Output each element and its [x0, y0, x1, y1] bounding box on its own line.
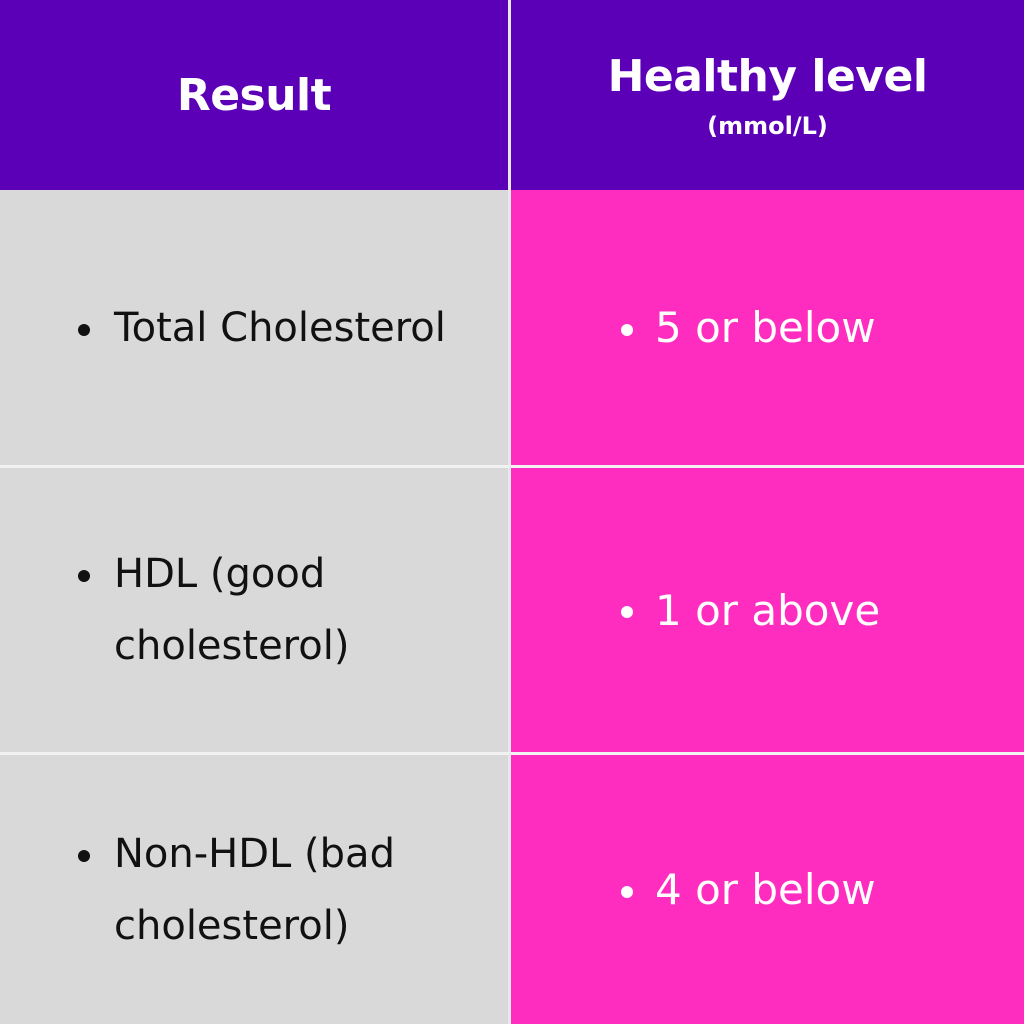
- level-cell-3: 4 or below: [511, 752, 1024, 1024]
- level-text-1: 5 or below: [655, 303, 876, 352]
- level-item-2: 1 or above: [621, 586, 880, 635]
- result-item-1: Total Cholesterol: [78, 292, 454, 364]
- result-item-3: Non-HDL (bad cholesterol): [78, 818, 454, 962]
- bullet-icon: [621, 323, 633, 336]
- result-text-2: HDL (good cholesterol): [114, 551, 350, 669]
- result-cell-3: Non-HDL (bad cholesterol): [0, 752, 511, 1024]
- level-item-3: 4 or below: [621, 865, 876, 914]
- level-cell-2: 1 or above: [511, 465, 1024, 752]
- level-item-1: 5 or below: [621, 303, 876, 352]
- bullet-icon: [78, 323, 90, 336]
- bullet-icon: [621, 606, 633, 618]
- level-text-3: 4 or below: [655, 865, 876, 914]
- level-text-2: 1 or above: [655, 585, 881, 635]
- header-healthy-level-title: Healthy level: [607, 50, 928, 102]
- result-item-2: HDL (good cholesterol): [78, 538, 454, 682]
- result-text-3: Non-HDL (bad cholesterol): [114, 830, 395, 949]
- header-result: Result: [0, 0, 511, 190]
- header-unit: (mmol/L): [707, 111, 828, 140]
- level-cell-1: 5 or below: [511, 190, 1024, 465]
- header-result-title: Result: [176, 69, 332, 121]
- result-cell-2: HDL (good cholesterol): [0, 465, 511, 752]
- header-healthy-level: Healthy level (mmol/L): [511, 0, 1024, 190]
- bullet-icon: [621, 885, 633, 898]
- result-cell-1: Total Cholesterol: [0, 190, 511, 465]
- bullet-icon: [78, 570, 90, 582]
- result-text-1: Total Cholesterol: [114, 304, 446, 351]
- bullet-icon: [78, 849, 90, 862]
